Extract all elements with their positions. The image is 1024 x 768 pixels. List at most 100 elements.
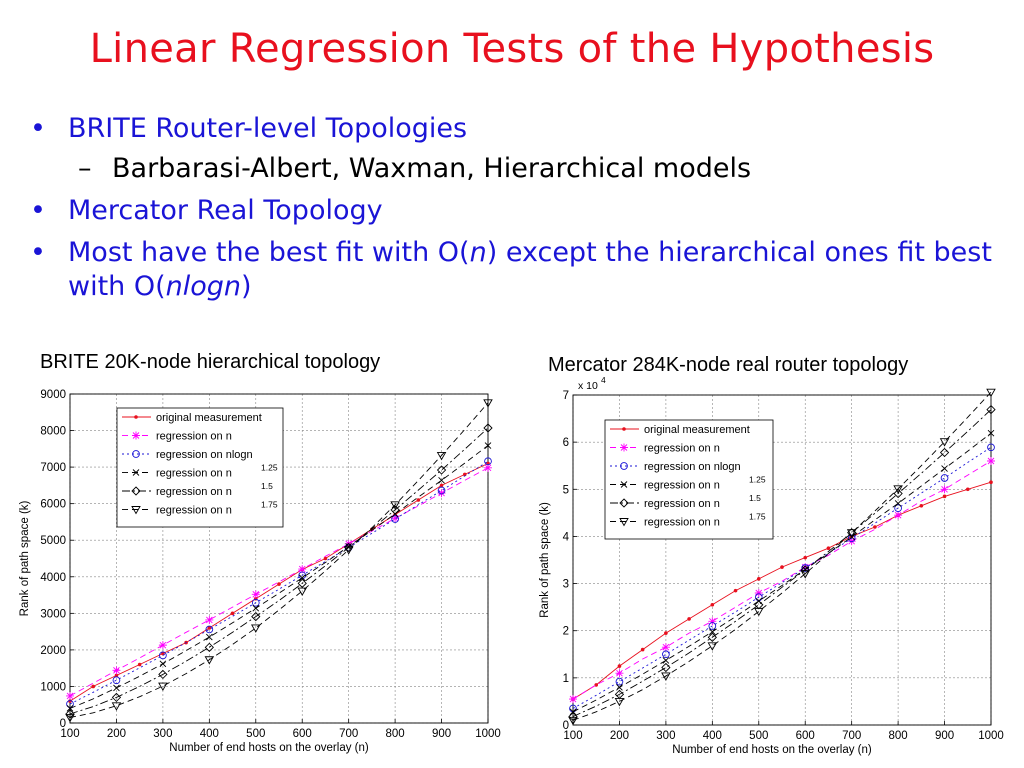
legend-label: regression on nlogn — [156, 449, 253, 461]
legend: original measurement regression on n regre… — [116, 407, 284, 528]
data-point — [343, 546, 354, 555]
bullet-best-fit-text-c: ) — [241, 271, 252, 302]
data-point — [65, 709, 75, 719]
data-point — [205, 625, 214, 634]
y-tick-label: 1 — [563, 673, 569, 685]
data-point — [205, 615, 214, 624]
data-point — [391, 515, 399, 523]
data-point — [893, 485, 903, 494]
bullet-marker: • — [30, 237, 46, 268]
series-line — [69, 402, 489, 718]
data-point — [158, 641, 167, 650]
bullet-best-fit-n: n — [469, 237, 487, 268]
data-point — [66, 691, 74, 700]
chart-left-caption: BRITE 20K-node hierarchical topology — [40, 351, 381, 373]
data-point — [661, 672, 671, 681]
data-point — [940, 474, 949, 482]
x-tick-label: 400 — [703, 730, 722, 742]
x-axis-label: Number of end hosts on the overlay (n) — [169, 742, 369, 754]
data-point — [941, 465, 948, 472]
data-point — [230, 611, 235, 616]
legend-swatch-marker — [131, 486, 141, 496]
x-tick-label: 400 — [200, 728, 219, 740]
data-point — [68, 699, 72, 703]
series-2 — [569, 443, 995, 713]
data-point — [617, 664, 622, 668]
data-point — [66, 705, 74, 712]
data-point — [894, 500, 902, 507]
y-tick-label: 3000 — [40, 608, 66, 620]
data-point — [251, 598, 260, 607]
data-point — [616, 683, 623, 691]
y-tick-label: 0 — [563, 720, 569, 732]
series-line — [572, 432, 992, 713]
series-line — [572, 460, 992, 700]
y-tick-label: 4 — [563, 531, 570, 543]
data-point — [708, 622, 717, 630]
y-axis-label: Rank of path space (k) — [19, 500, 31, 616]
bullet-brite-text: BRITE Router-level Topologies — [68, 113, 468, 144]
legend-label: regression on n — [156, 468, 232, 480]
data-point — [661, 662, 671, 673]
data-point — [159, 660, 167, 668]
data-point — [756, 577, 761, 581]
data-point — [640, 647, 645, 652]
data-point — [664, 631, 668, 635]
data-point — [436, 451, 447, 461]
sub-bullet-models-text: Barbarasi-Albert, Waxman, Hierarchical m… — [112, 153, 752, 184]
series-5 — [568, 388, 996, 726]
y-tick-label: 8000 — [40, 426, 66, 438]
bullet-brite: • BRITE Router-level Topologies — [28, 112, 1008, 146]
data-point — [987, 443, 995, 452]
data-point — [437, 486, 446, 495]
legend-label-exponent: 1.5 — [261, 481, 273, 491]
data-point — [113, 684, 120, 692]
legend-label: original measurement — [644, 424, 750, 436]
data-point — [800, 565, 810, 575]
bullet-best-fit: • Most have the best fit with O(n) excep… — [28, 236, 1008, 304]
y-tick-label: 6 — [563, 437, 569, 449]
data-point — [939, 438, 950, 447]
data-point — [297, 587, 307, 596]
legend-label-exponent: 1.75 — [261, 500, 278, 510]
x-tick-label: 600 — [293, 728, 312, 740]
series-2 — [66, 457, 492, 708]
data-point — [894, 504, 902, 512]
chart-brite: 100 200 300 400 500 600 700 800 900 1000 0 1000 2000… — [19, 389, 501, 754]
plot-frame — [572, 394, 992, 726]
x-tick-label: 700 — [339, 728, 358, 740]
data-point — [251, 590, 260, 599]
y-tick-label: 2 — [563, 626, 569, 638]
data-point — [965, 487, 970, 492]
data-point — [483, 399, 493, 408]
series-3 — [569, 429, 995, 716]
legend-swatch-marker — [622, 427, 626, 431]
chart-mercator: 100 200 300 400 500 600 700 800 900 1000 0 1 2 3 4 5 6 7x… — [539, 375, 1004, 756]
data-point — [708, 617, 717, 626]
legend-box — [116, 407, 284, 528]
legend-swatch-marker — [620, 481, 628, 488]
data-point — [986, 404, 996, 415]
data-point — [847, 537, 856, 546]
data-point — [438, 476, 445, 484]
bullet-best-fit-nlogn: nlogn — [165, 271, 242, 302]
data-point — [919, 503, 924, 508]
x-tick-label: 200 — [610, 730, 629, 742]
data-point — [569, 695, 577, 704]
data-point — [111, 692, 122, 703]
legend-swatch-marker — [132, 450, 140, 458]
data-point — [483, 423, 493, 433]
data-point — [204, 642, 214, 652]
y-tick-label: 1000 — [40, 681, 66, 693]
data-point — [803, 555, 808, 560]
bullet-marker: • — [30, 195, 46, 226]
series-5 — [65, 399, 493, 723]
legend-swatch-marker — [132, 431, 140, 440]
data-point — [390, 505, 400, 515]
sub-bullet-models: – Barbarasi-Albert, Waxman, Hierarchical… — [28, 152, 1008, 186]
data-point — [462, 472, 467, 477]
legend-label: regression on n — [644, 517, 720, 529]
legend-label: regression on nlogn — [644, 461, 741, 473]
data-point — [987, 429, 995, 437]
legend-label-exponent: 1.25 — [261, 463, 278, 473]
